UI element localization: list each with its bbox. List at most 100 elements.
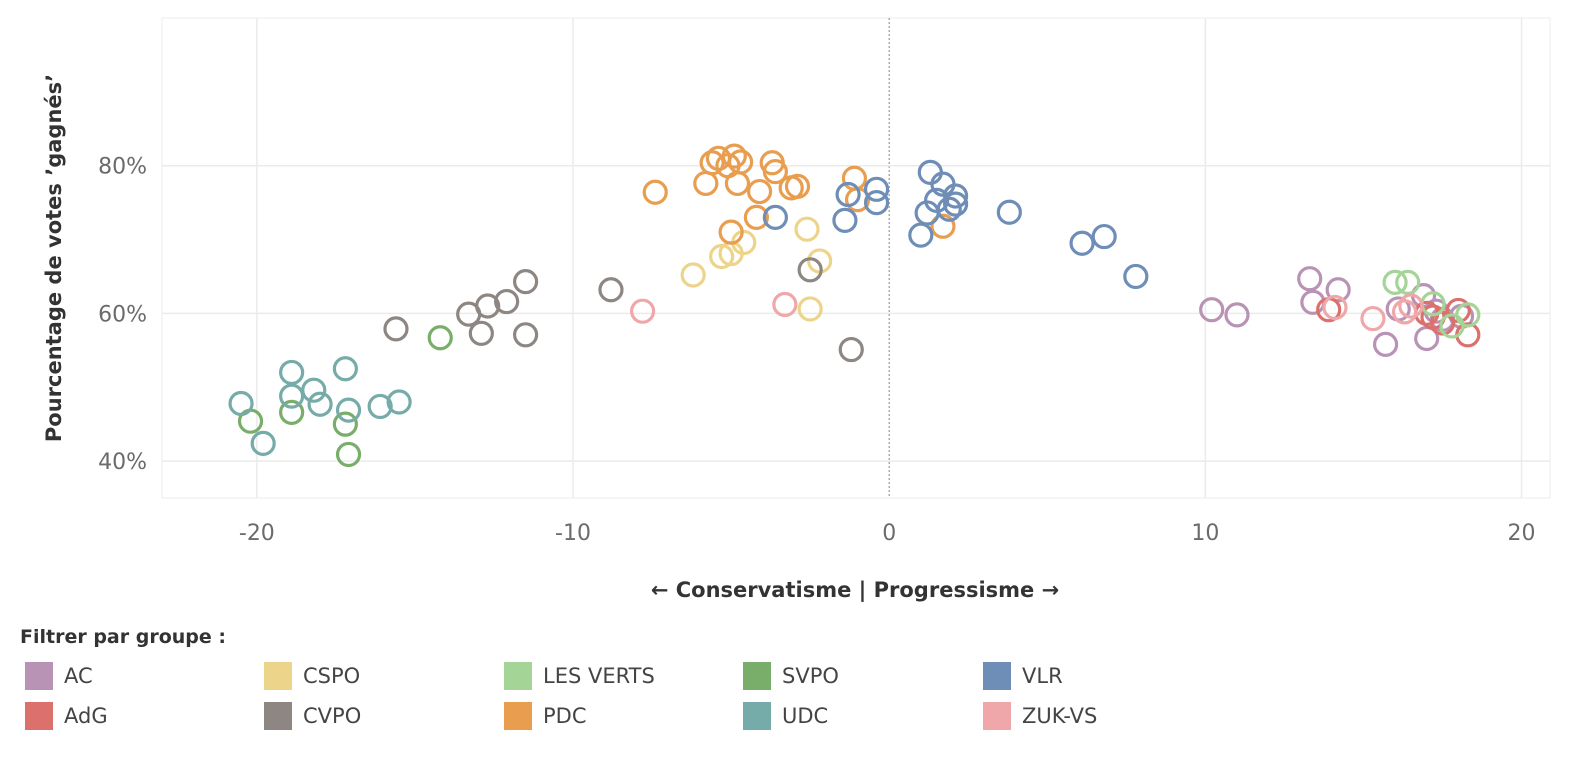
- legend-label: CVPO: [303, 704, 362, 728]
- scatter-point[interactable]: [1297, 266, 1323, 292]
- scatter-point[interactable]: [1322, 294, 1348, 321]
- legend-item[interactable]: PDC: [504, 701, 587, 731]
- scatter-point[interactable]: [930, 213, 956, 239]
- y-tick-label: 40%: [98, 450, 147, 475]
- scatter-point[interactable]: [762, 204, 788, 230]
- scatter-point[interactable]: [718, 219, 744, 245]
- scatter-point[interactable]: [279, 399, 305, 425]
- scatter-point[interactable]: [1224, 302, 1250, 328]
- scatter-point[interactable]: [307, 391, 333, 417]
- scatter-point[interactable]: [693, 170, 719, 197]
- scatter-point[interactable]: [301, 377, 327, 403]
- scatter-point[interactable]: [383, 316, 409, 342]
- scatter-point[interactable]: [250, 430, 276, 456]
- legend-item[interactable]: AC: [25, 661, 93, 691]
- scatter-point[interactable]: [1199, 297, 1225, 323]
- scatter-point[interactable]: [863, 190, 890, 216]
- scatter-point[interactable]: [512, 322, 539, 348]
- legend-swatch: [983, 702, 1011, 730]
- scatter-point[interactable]: [942, 183, 969, 209]
- legend-swatch: [743, 662, 771, 690]
- scatter-point[interactable]: [832, 207, 858, 233]
- scatter-point[interactable]: [367, 393, 393, 420]
- legend-item[interactable]: AdG: [25, 701, 108, 731]
- legend-item[interactable]: UDC: [743, 701, 828, 731]
- legend-swatch: [504, 702, 532, 730]
- scatter-point[interactable]: [794, 216, 820, 242]
- y-axis-title: Pourcentage de votes ’gagnés’: [42, 74, 66, 442]
- scatter-point[interactable]: [917, 159, 943, 185]
- x-tick-label: -10: [555, 521, 591, 546]
- scatter-point[interactable]: [1325, 277, 1351, 303]
- legend-item[interactable]: SVPO: [743, 661, 839, 691]
- scatter-point[interactable]: [1398, 293, 1424, 319]
- scatter-point[interactable]: [279, 383, 305, 409]
- scatter-point[interactable]: [629, 298, 656, 324]
- scatter-point[interactable]: [936, 196, 962, 222]
- scatter-point[interactable]: [680, 262, 706, 288]
- legend-swatch: [25, 662, 53, 690]
- scatter-point[interactable]: [1382, 269, 1408, 295]
- scatter-point[interactable]: [332, 356, 358, 382]
- scatter-point[interactable]: [746, 178, 773, 205]
- scatter-point[interactable]: [1391, 299, 1418, 325]
- legend-title: Filtrer par groupe :: [20, 626, 226, 648]
- scatter-point[interactable]: [699, 150, 725, 176]
- scatter-point[interactable]: [762, 159, 788, 185]
- scatter-point[interactable]: [1395, 269, 1421, 295]
- scatter-point[interactable]: [942, 191, 969, 217]
- scatter-point[interactable]: [724, 170, 751, 197]
- scatter-point[interactable]: [1069, 230, 1095, 256]
- scatter-point[interactable]: [772, 291, 798, 318]
- scatter-point[interactable]: [468, 320, 494, 346]
- scatter-point[interactable]: [797, 296, 823, 322]
- scatter-point[interactable]: [335, 441, 362, 468]
- legend-label: ZUK-VS: [1022, 704, 1098, 728]
- scatter-point[interactable]: [475, 293, 501, 319]
- legend-item[interactable]: LES VERTS: [504, 661, 655, 691]
- scatter-point[interactable]: [1372, 331, 1399, 357]
- scatter-point[interactable]: [1123, 263, 1149, 290]
- legend-swatch: [264, 662, 292, 690]
- legend-label: SVPO: [782, 664, 839, 688]
- legend-item[interactable]: ZUK-VS: [983, 701, 1097, 731]
- scatter-point[interactable]: [784, 173, 811, 199]
- scatter-point[interactable]: [512, 269, 539, 295]
- x-tick-label: 10: [1191, 521, 1219, 546]
- scatter-point[interactable]: [1455, 302, 1481, 328]
- scatter-point[interactable]: [727, 149, 754, 175]
- scatter-point[interactable]: [279, 359, 305, 386]
- scatter-point[interactable]: [598, 277, 624, 303]
- y-axis-ticks: 40% 60% 80%: [98, 155, 147, 475]
- scatter-point[interactable]: [908, 222, 934, 248]
- legend-label: VLR: [1022, 664, 1063, 688]
- legend-item[interactable]: VLR: [983, 661, 1063, 691]
- scatter-point[interactable]: [332, 411, 358, 437]
- scatter-point[interactable]: [835, 181, 861, 208]
- legend: AC AdG CSPO CVPO LES VERTS PDC SVPO UDC VLR ZUK-V…: [25, 661, 1265, 741]
- legend-label: PDC: [543, 704, 587, 728]
- scatter-point[interactable]: [743, 204, 770, 230]
- scatter-point[interactable]: [996, 199, 1022, 225]
- legend-swatch: [264, 702, 292, 730]
- scatter-point[interactable]: [642, 179, 668, 205]
- scatter-point[interactable]: [1091, 223, 1117, 250]
- scatter-point[interactable]: [838, 336, 864, 363]
- scatter-point[interactable]: [1360, 305, 1386, 332]
- scatter-point[interactable]: [797, 257, 823, 283]
- scatter-point[interactable]: [924, 187, 950, 213]
- legend-swatch: [743, 702, 771, 730]
- legend-item[interactable]: CVPO: [264, 701, 361, 731]
- x-tick-label: -20: [239, 521, 275, 546]
- scatter-point[interactable]: [721, 143, 747, 169]
- scatter-point[interactable]: [427, 325, 453, 351]
- scatter-point[interactable]: [386, 389, 412, 415]
- legend-item[interactable]: CSPO: [264, 661, 360, 691]
- legend-label: AdG: [64, 704, 108, 728]
- scatter-point[interactable]: [863, 176, 890, 202]
- scatter-point[interactable]: [494, 288, 520, 315]
- scatter-point[interactable]: [228, 390, 254, 417]
- scatter-point[interactable]: [335, 397, 362, 423]
- plot-frame: [161, 17, 1551, 499]
- legend-label: UDC: [782, 704, 829, 728]
